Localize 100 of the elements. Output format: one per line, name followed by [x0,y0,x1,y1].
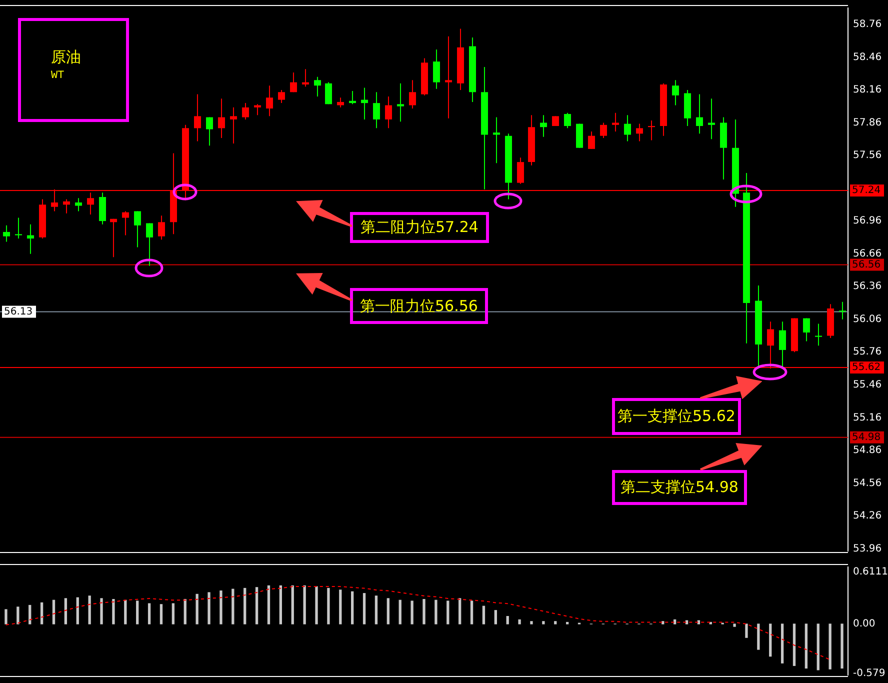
bar [685,620,688,624]
text: WT [51,70,64,82]
candlestick [254,104,261,116]
annotation: 第一阻力位56.56 [350,288,488,324]
candlestick [218,98,225,139]
candlestick [266,85,273,117]
bar [733,624,736,627]
bar [4,609,8,624]
bar [244,588,246,624]
ref-line-label: 56.13 [4,306,33,318]
y-tick-label: 58.16 [853,84,882,96]
bar [434,600,438,624]
bar [255,587,258,624]
bar [816,624,820,670]
candlestick [839,301,846,320]
bar [64,598,68,624]
candlestick [397,82,404,122]
candlestick [361,87,368,120]
y-tick-label: 54.56 [853,478,882,489]
bar [542,621,545,624]
line-series [5,586,831,660]
bar [566,622,569,624]
bar [757,624,760,650]
candlestick [314,76,321,97]
bar [780,624,784,664]
bar [172,603,175,624]
candlestick [3,224,10,242]
bar [792,624,796,666]
candlestick [672,80,679,106]
bar [28,604,32,624]
bar [196,594,198,624]
candlestick [517,157,524,184]
bar [470,600,474,624]
y-tick-label: 56.66 [853,248,882,260]
y-tick-label: 55.16 [853,412,882,424]
annotation: 第二阻力位57.24 [350,212,489,243]
annotation: 第一支撑位55.62 [612,398,741,435]
candlestick [27,224,34,254]
bar [148,603,151,624]
candlestick [803,318,810,342]
candlestick [540,114,547,138]
candlestick [134,210,141,248]
candlestick [325,82,332,105]
y-tick-label: 56.96 [853,216,882,227]
y-tick-label: 56.06 [853,314,882,325]
bar [530,621,533,624]
candlestick [158,215,165,240]
y-tick-label: 54.26 [853,510,882,522]
candlestick [600,122,607,139]
candlestick [624,114,631,142]
bar [100,598,103,624]
y-tick-label: -0.579 [853,668,886,679]
bar [88,596,91,624]
candlestick [493,116,500,164]
bar [673,619,676,624]
bar [386,598,390,624]
bar [745,624,748,638]
candlestick [552,116,559,126]
candlestick [110,218,117,258]
candlestick [648,120,655,141]
candlestick [385,96,392,129]
candlestick [75,198,82,212]
candlestick [302,68,309,88]
bar [482,606,486,624]
candlestick [146,222,153,266]
bar [518,619,521,624]
bar [697,620,700,624]
bar [208,592,210,624]
bar [506,616,509,624]
bar [422,598,426,624]
bar [184,598,186,624]
bar [351,591,354,624]
bar [494,610,497,624]
candlestick [696,94,703,134]
bar [769,624,772,657]
ref-line-label: 55.62 [852,362,881,374]
y-tick-label: 53.96 [853,543,882,554]
bar [828,624,832,670]
candlestick [278,89,285,104]
candlestick [206,116,213,146]
bar [339,590,342,624]
candlestick [349,90,356,105]
ref-line-label: 56.56 [852,259,881,270]
bar [327,588,330,624]
candlestick [815,323,822,346]
y-tick-label: 57.56 [853,150,882,162]
bar [446,600,450,624]
candlestick [445,36,452,119]
y-tick-label: 58.76 [853,18,882,30]
candlestick [373,92,380,129]
bar [279,585,282,624]
bar [458,598,462,624]
bar [160,604,163,624]
candlestick [194,94,201,142]
bar [76,597,79,624]
y-tick-label: 55.76 [853,346,882,358]
y-tick-label: 57.86 [853,117,882,128]
annotation: 第二支撑位54.98 [612,470,747,505]
candlestick [409,80,416,110]
bar [232,588,234,624]
